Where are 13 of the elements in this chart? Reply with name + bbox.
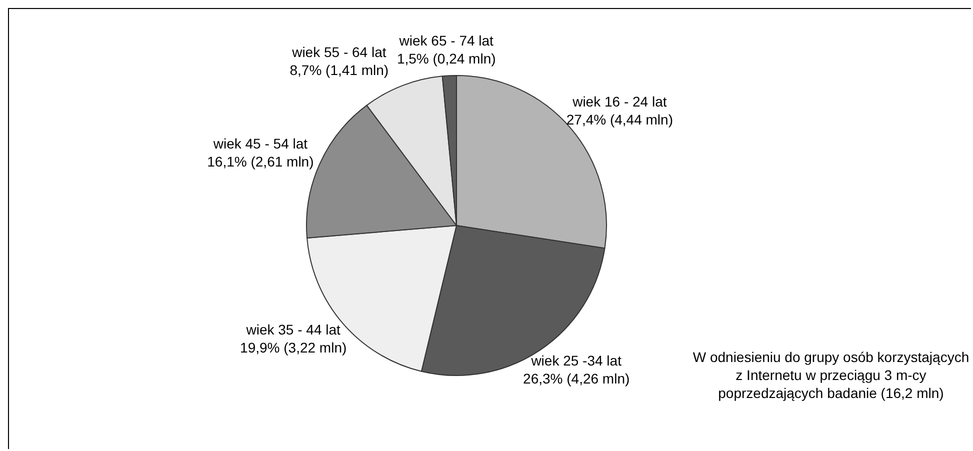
data-label: 16,1% (2,61 mln) <box>207 154 314 170</box>
slice-label: wiek 25 -34 lat <box>530 352 622 369</box>
slice-label: wiek 45 - 54 lat <box>212 136 308 152</box>
data-label: 19,9% (3,22 mln) <box>240 339 347 356</box>
data-label: 8,7% (1,41 mln) <box>290 62 389 78</box>
data-label: 26,3% (4,26 mln) <box>523 370 630 387</box>
slice-label: wiek 55 - 64 lat <box>291 44 386 60</box>
data-label: 27,4% (4,44 mln) <box>566 111 673 128</box>
data-label: 1,5% (0,24 mln) <box>396 50 496 67</box>
slice-label: wiek 16 - 24 lat <box>572 93 667 110</box>
text: W odniesieniu do grupy osób korzystających z Internetu w przeciągu 3 m-cy poprzedzających badanie (16,2 mln) <box>692 348 970 402</box>
slice-label: wiek 35 - 44 lat <box>245 321 341 338</box>
slice-label: wiek 65 - 74 lat <box>398 32 494 49</box>
